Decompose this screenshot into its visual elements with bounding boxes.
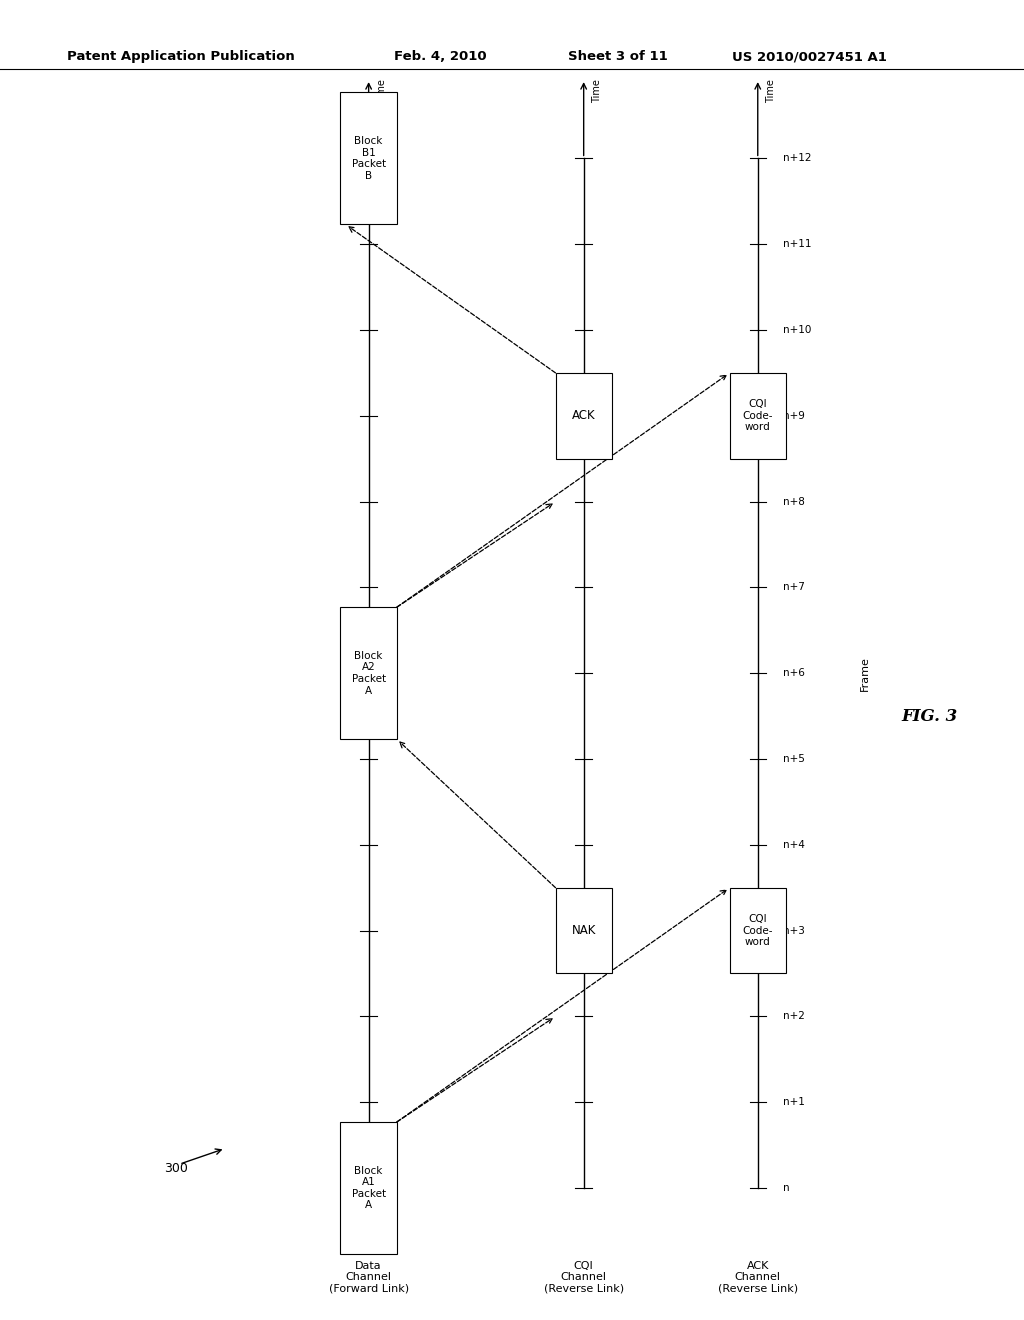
FancyBboxPatch shape	[340, 607, 396, 739]
FancyBboxPatch shape	[729, 372, 786, 459]
Text: n+4: n+4	[783, 840, 805, 850]
FancyBboxPatch shape	[340, 1122, 396, 1254]
Text: Time: Time	[377, 79, 387, 103]
Text: ACK
Channel
(Reverse Link): ACK Channel (Reverse Link)	[718, 1261, 798, 1294]
Text: Feb. 4, 2010: Feb. 4, 2010	[394, 50, 486, 63]
FancyBboxPatch shape	[555, 887, 612, 973]
Text: Block
A1
Packet
A: Block A1 Packet A	[351, 1166, 386, 1210]
Text: NAK: NAK	[571, 924, 596, 937]
FancyBboxPatch shape	[729, 887, 786, 973]
Text: US 2010/0027451 A1: US 2010/0027451 A1	[732, 50, 887, 63]
Text: CQI
Channel
(Reverse Link): CQI Channel (Reverse Link)	[544, 1261, 624, 1294]
Text: CQI
Code-
word: CQI Code- word	[742, 913, 773, 948]
Text: n+11: n+11	[783, 239, 812, 249]
Text: Patent Application Publication: Patent Application Publication	[67, 50, 294, 63]
Text: Sheet 3 of 11: Sheet 3 of 11	[568, 50, 668, 63]
Text: Data
Channel
(Forward Link): Data Channel (Forward Link)	[329, 1261, 409, 1294]
Text: n+9: n+9	[783, 411, 805, 421]
FancyBboxPatch shape	[555, 372, 612, 459]
Text: n+7: n+7	[783, 582, 805, 593]
Text: n+5: n+5	[783, 754, 805, 764]
Text: n+3: n+3	[783, 925, 805, 936]
Text: Time: Time	[592, 79, 602, 103]
Text: 300: 300	[164, 1162, 187, 1175]
Text: n: n	[783, 1183, 790, 1193]
Text: Block
A2
Packet
A: Block A2 Packet A	[351, 651, 386, 696]
Text: n+10: n+10	[783, 325, 812, 335]
Text: Block
B1
Packet
B: Block B1 Packet B	[351, 136, 386, 181]
Text: CQI
Code-
word: CQI Code- word	[742, 399, 773, 433]
Text: ACK: ACK	[571, 409, 596, 422]
Text: n+12: n+12	[783, 153, 812, 164]
Text: n+8: n+8	[783, 496, 805, 507]
Text: Frame: Frame	[860, 656, 870, 690]
FancyBboxPatch shape	[340, 92, 396, 224]
Text: Time: Time	[766, 79, 776, 103]
Text: n+2: n+2	[783, 1011, 805, 1022]
Text: n+1: n+1	[783, 1097, 805, 1107]
Text: n+6: n+6	[783, 668, 805, 678]
Text: FIG. 3: FIG. 3	[901, 708, 957, 725]
